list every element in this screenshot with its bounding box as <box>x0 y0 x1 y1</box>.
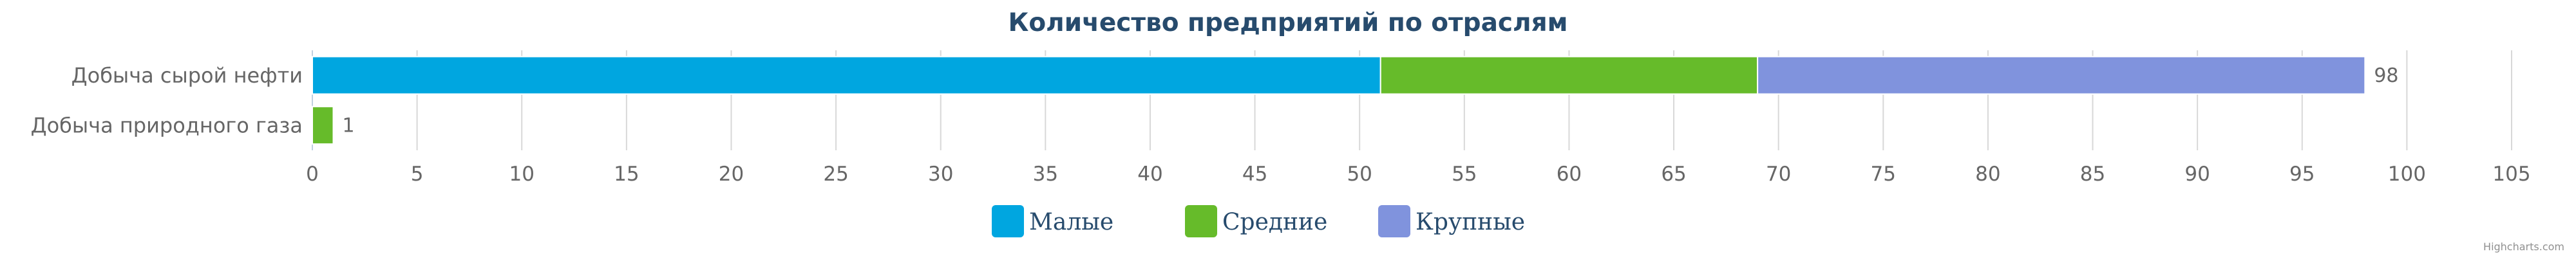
x-tick-label: 30 <box>928 163 953 186</box>
legend-label: Малые <box>1029 209 1113 235</box>
bar-segment <box>1757 55 2366 95</box>
legend-label: Средние <box>1222 209 1327 235</box>
x-tick-label: 105 <box>2492 163 2530 186</box>
x-tick-label: 85 <box>2080 163 2105 186</box>
x-tick-label: 20 <box>719 163 744 186</box>
legend-swatch <box>1185 205 1217 237</box>
data-label: 98 <box>2374 64 2398 87</box>
bars <box>312 55 2366 145</box>
bar-segment <box>312 55 1381 95</box>
legend-item[interactable]: Средние <box>1185 205 1327 237</box>
category-label: Добыча природного газа <box>31 113 303 137</box>
category-label: Добыча сырой нефти <box>71 63 303 88</box>
x-tick-label: 45 <box>1242 163 1267 186</box>
labels: 0 5 10 15 20 25 30 35 40 45 50 55 60 65 70 75 80 85 90 95 10… <box>31 63 2531 186</box>
x-tick-label: 90 <box>2184 163 2210 186</box>
legend-swatch <box>1378 205 1410 237</box>
x-tick-label: 35 <box>1033 163 1058 186</box>
x-tick-label: 55 <box>1452 163 1477 186</box>
x-tick-label: 100 <box>2388 163 2426 186</box>
x-tick-label: 80 <box>1975 163 2000 186</box>
x-tick-label: 60 <box>1557 163 1582 186</box>
x-tick-label: 25 <box>823 163 848 186</box>
legend: Малые Средние Крупные <box>992 205 1525 237</box>
legend-swatch <box>992 205 1024 237</box>
x-tick-label: 70 <box>1766 163 1791 186</box>
x-tick-label: 95 <box>2289 163 2315 186</box>
credits[interactable]: Highcharts.com <box>2483 241 2564 253</box>
chart-title: Количество предприятий по отраслям <box>1009 8 1568 37</box>
legend-item[interactable]: Крупные <box>1378 205 1525 237</box>
x-tick-label: 5 <box>411 163 424 186</box>
x-tick-label: 40 <box>1137 163 1162 186</box>
x-tick-label: 10 <box>509 163 535 186</box>
x-tick-label: 0 <box>306 163 319 186</box>
x-tick-label: 15 <box>614 163 639 186</box>
x-tick-label: 50 <box>1347 163 1372 186</box>
bar-segment <box>1379 55 1759 95</box>
legend-item[interactable]: Малые <box>992 205 1113 237</box>
x-tick-label: 65 <box>1661 163 1686 186</box>
bar-segment <box>312 106 334 145</box>
data-label: 1 <box>343 114 355 137</box>
x-tick-label: 75 <box>1871 163 1896 186</box>
legend-label: Крупные <box>1416 209 1525 235</box>
